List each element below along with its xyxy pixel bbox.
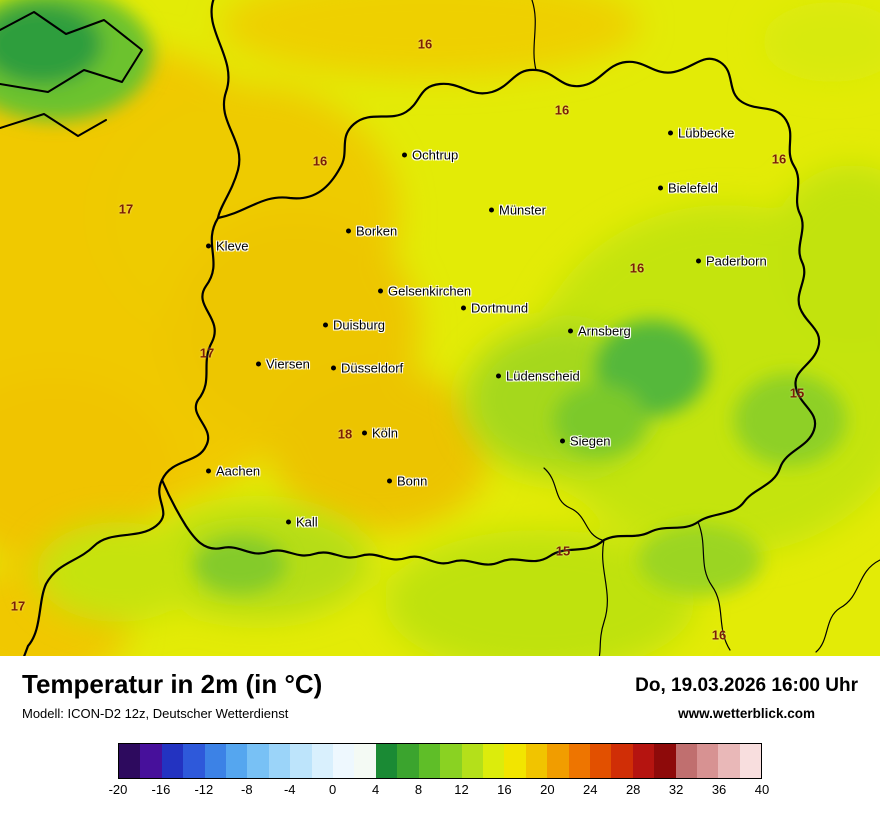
district-border-path2 bbox=[598, 539, 608, 656]
legend-color-cell bbox=[290, 744, 312, 778]
legend-color-cell bbox=[204, 744, 227, 778]
legend-color-cell bbox=[654, 744, 676, 778]
legend-color-cell bbox=[333, 744, 355, 778]
legend-color-cell bbox=[675, 744, 697, 778]
temperature-map: 16 16 16 16 17 16 17 15 18 15 17 16 Ochtrup Lübbecke… bbox=[0, 0, 880, 656]
district-border-path5 bbox=[543, 467, 603, 541]
legend-color-cell bbox=[161, 744, 184, 778]
legend-colorbar bbox=[118, 743, 762, 779]
legend-tick-label: 24 bbox=[583, 782, 598, 797]
map-canvas bbox=[0, 0, 880, 656]
legend-color-cell bbox=[547, 744, 569, 778]
legend-tick-label: 4 bbox=[371, 782, 380, 797]
legend-tick-label: -20 bbox=[108, 782, 128, 797]
legend-color-cell bbox=[504, 744, 526, 778]
map-footer: Temperatur in 2m (in °C) Modell: ICON-D2… bbox=[0, 656, 880, 799]
legend-color-cell bbox=[183, 744, 205, 778]
district-border-path3 bbox=[697, 521, 731, 651]
footer-left-column: Temperatur in 2m (in °C) Modell: ICON-D2… bbox=[22, 670, 322, 721]
legend-tick-label: 20 bbox=[540, 782, 555, 797]
legend-tick-label: 16 bbox=[497, 782, 512, 797]
legend-color-cell bbox=[418, 744, 441, 778]
model-info: Modell: ICON-D2 12z, Deutscher Wetterdie… bbox=[22, 705, 289, 721]
legend-color-cell bbox=[718, 744, 740, 778]
legend-color-cell bbox=[461, 744, 483, 778]
nw-corner-border-path bbox=[0, 11, 143, 93]
legend-color-cell bbox=[247, 744, 269, 778]
legend-tick-label: 36 bbox=[711, 782, 727, 797]
legend-tick-label: 32 bbox=[668, 782, 684, 797]
temperature-legend: -20 -16 -12 -8 -4 0 4 8 12 16 20 24 28 32 36 40 bbox=[22, 743, 858, 799]
district-border-path4 bbox=[815, 559, 880, 653]
legend-color-cell bbox=[397, 744, 419, 778]
website-url: www.wetterblick.com bbox=[678, 706, 815, 721]
legend-tick-label: -16 bbox=[151, 782, 171, 797]
nw-corner-border-path2 bbox=[0, 113, 107, 137]
legend-color-cell bbox=[589, 744, 612, 778]
legend-color-cell bbox=[440, 744, 462, 778]
legend-color-cell bbox=[568, 744, 590, 778]
footer-header-row: Temperatur in 2m (in °C) Modell: ICON-D2… bbox=[22, 670, 858, 721]
legend-tick-label: -4 bbox=[283, 782, 296, 797]
footer-right-column: Do, 19.03.2026 16:00 Uhr www.wetterblick… bbox=[635, 670, 858, 721]
legend-tick-label: 28 bbox=[625, 782, 641, 797]
legend-color-cell bbox=[482, 744, 505, 778]
legend-color-cell bbox=[140, 744, 162, 778]
legend-color-cell bbox=[354, 744, 376, 778]
legend-tick-label: 12 bbox=[454, 782, 469, 797]
district-border-path bbox=[531, 0, 537, 71]
legend-tick-label: 8 bbox=[414, 782, 423, 797]
border-lines bbox=[0, 0, 880, 656]
legend-color-cell bbox=[226, 744, 248, 778]
page-title: Temperatur in 2m (in °C) bbox=[22, 669, 323, 699]
cooler-green-patches bbox=[194, 320, 846, 596]
legend-color-cell bbox=[632, 744, 655, 778]
legend-color-cell bbox=[739, 744, 762, 778]
state-border-nrw-path bbox=[160, 57, 821, 566]
legend-tick-label: -8 bbox=[241, 782, 253, 797]
legend-color-cell bbox=[696, 744, 719, 778]
forecast-datetime: Do, 19.03.2026 16:00 Uhr bbox=[635, 675, 858, 696]
legend-color-cell bbox=[375, 744, 398, 778]
legend-color-cell bbox=[119, 744, 141, 778]
legend-color-cell bbox=[311, 744, 334, 778]
legend-tick-label: 0 bbox=[329, 782, 337, 797]
legend-tick-label: 40 bbox=[754, 782, 770, 797]
legend-color-cell bbox=[268, 744, 291, 778]
legend-color-cell bbox=[611, 744, 633, 778]
legend-tick-label: -12 bbox=[194, 782, 214, 797]
country-border-west-path bbox=[23, 0, 241, 656]
legend-color-cell bbox=[525, 744, 548, 778]
legend-tick-labels: -20 -16 -12 -8 -4 0 4 8 12 16 20 24 28 32 36 40 bbox=[109, 782, 770, 799]
